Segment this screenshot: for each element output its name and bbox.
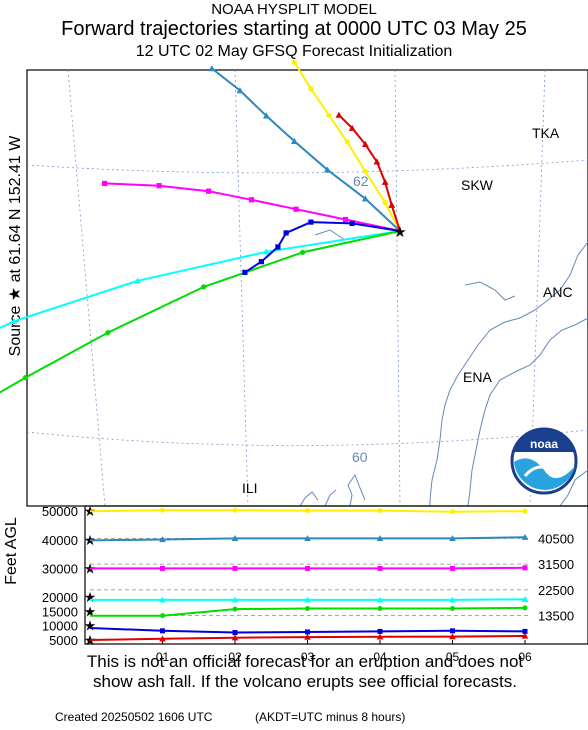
- trajectory-point-30000-2: [293, 206, 299, 212]
- trajectory-point-5000-1: [388, 201, 396, 208]
- trajectory-lines: [0, 59, 401, 394]
- trajectory-point-50000-6: [291, 59, 297, 66]
- trajectory-point-10000-2: [308, 219, 314, 225]
- place-label-ena: ENA: [463, 369, 492, 385]
- noaa-logo-text: noaa: [530, 437, 558, 451]
- chart-title: Forward trajectories starting at 0000 UT…: [61, 18, 527, 40]
- y-axis-title: Feet AGL: [3, 517, 20, 585]
- coastline: [299, 229, 588, 507]
- trajectory-point-40000-1: [361, 195, 369, 202]
- trajectory-point-30000-5: [156, 183, 162, 189]
- map-frame: [26, 69, 588, 507]
- place-label-tka: TKA: [532, 125, 560, 141]
- model-name: NOAA HYSPLIT MODEL: [211, 1, 377, 18]
- trajectory-point-50000-4: [326, 112, 332, 118]
- trajectory-point-30000-4: [206, 188, 212, 194]
- trajectory-point-10000-6: [242, 269, 248, 275]
- trajectory-point-40000-6: [208, 65, 216, 72]
- trajectory-point-15000-2: [201, 284, 207, 290]
- created-timestamp: Created 20250502 1606 UTC: [55, 710, 213, 724]
- trajectory-point-30000-1: [342, 216, 349, 223]
- timezone-note: (AKDT=UTC minus 8 hours): [255, 710, 406, 724]
- place-label-ili: ILI: [242, 480, 258, 496]
- lat-label-60: 60: [352, 449, 368, 465]
- noaa-logo: noaa: [510, 427, 578, 495]
- trajectory-line-15000: [0, 230, 401, 394]
- trajectory-point-40000-5: [236, 87, 244, 94]
- trajectory-point-10000-3: [283, 230, 289, 236]
- trajectory-point-30000-6: [102, 180, 108, 187]
- trajectory-point-30000-3: [248, 197, 255, 203]
- place-label-anc: ANC: [543, 284, 573, 300]
- trajectory-point-5000-2: [381, 178, 389, 185]
- disclaimer-line-1: This is not an official forecast for an …: [86, 652, 524, 671]
- trajectory-point-40000-2: [324, 166, 331, 173]
- place-label-skw: SKW: [461, 177, 494, 193]
- graticule: [26, 69, 588, 507]
- trajectory-point-50000-3: [344, 139, 350, 145]
- trajectory-point-10000-4: [275, 244, 281, 250]
- lat-label-62: 62: [353, 173, 369, 189]
- trajectory-point-5000-3: [373, 158, 381, 165]
- trajectory-point-5000-4: [361, 140, 369, 147]
- trajectory-point-20000-2: [134, 277, 142, 284]
- trajectory-point-5000-5: [348, 124, 356, 131]
- trajectory-point-10000-5: [258, 259, 264, 265]
- trajectory-point-40000-4: [262, 112, 270, 119]
- trajectory-point-15000-4: [22, 374, 29, 381]
- trajectory-point-50000-2: [362, 168, 368, 175]
- trajectory-point-40000-3: [291, 137, 298, 145]
- trajectory-point-15000-1: [300, 249, 306, 256]
- trajectory-point-5000-6: [335, 111, 343, 118]
- trajectory-point-20000-3: [10, 317, 18, 325]
- disclaimer: This is not an official forecast for an …: [35, 652, 575, 692]
- trajectory-point-15000-3: [105, 329, 111, 336]
- trajectory-point-50000-1: [382, 199, 388, 206]
- disclaimer-line-2: show ash fall. If the volcano erupts see…: [93, 672, 517, 691]
- trajectory-point-10000-1: [349, 220, 355, 227]
- trajectory-point-50000-5: [308, 86, 314, 92]
- chart-subtitle: 12 UTC 02 May GFSQ Forecast Initializati…: [135, 43, 453, 60]
- trajectory-point-20000-1: [262, 248, 270, 255]
- trajectory-line-20000: [0, 230, 401, 329]
- source-star-icon: ★: [393, 224, 406, 241]
